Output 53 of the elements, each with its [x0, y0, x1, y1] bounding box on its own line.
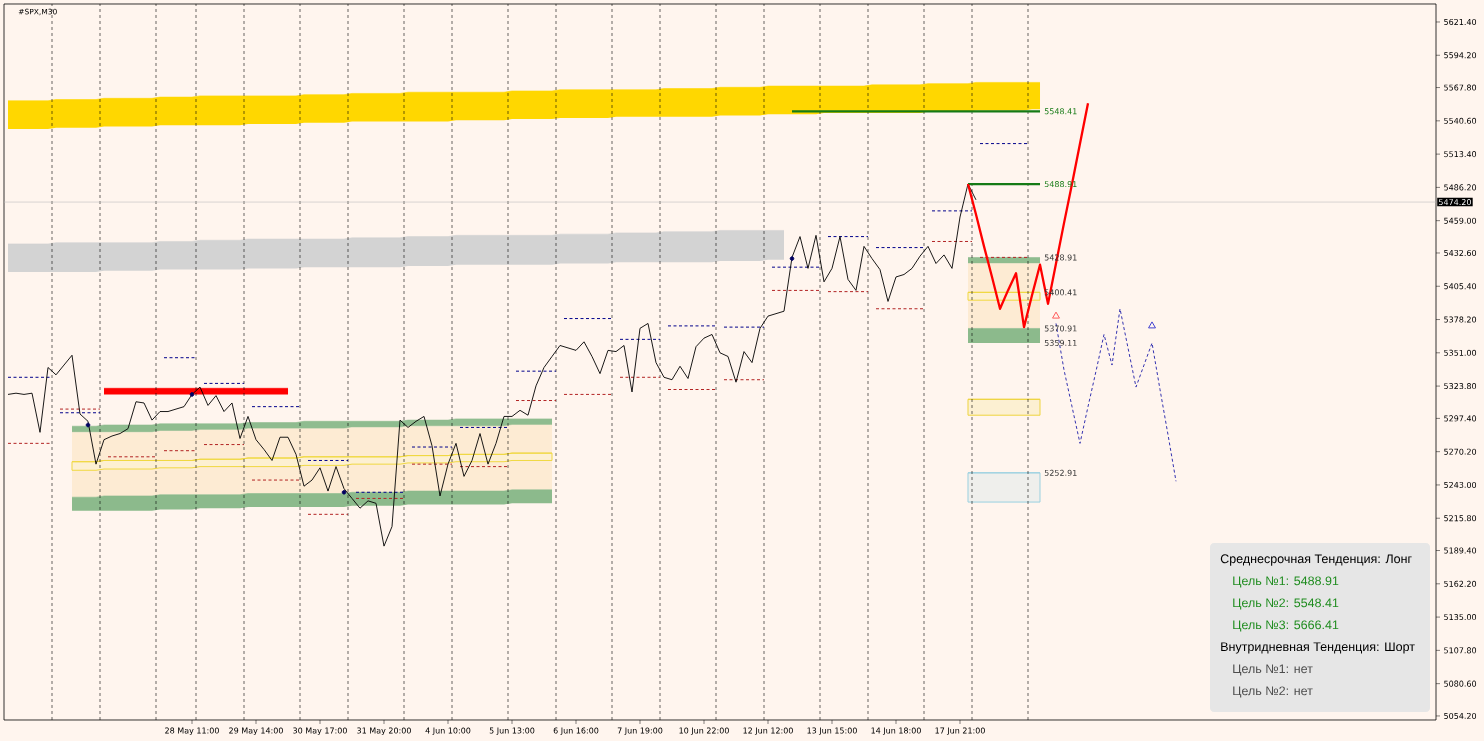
y-tick-label: 5621.40 — [1444, 18, 1477, 25]
x-tick-label: 13 Jun 15:00 — [807, 727, 857, 736]
x-tick-label: 10 Jun 22:00 — [679, 727, 729, 736]
data-label: 5252.91 — [1044, 469, 1077, 476]
annotation: 5370.91 — [1044, 325, 1077, 332]
y-tick-label: 5135.00 — [1444, 614, 1477, 621]
x-tick-label: 31 May 20:00 — [357, 727, 411, 736]
y-tick-label: 5459.00 — [1444, 217, 1477, 224]
y-tick-label: 5432.60 — [1444, 249, 1477, 256]
annotation: Внутридневная Тенденция: Шорт — [1221, 642, 1415, 654]
y-tick-label: 5270.20 — [1444, 448, 1477, 455]
x-tick-label: 4 Jun 10:00 — [425, 727, 471, 736]
point — [1148, 321, 1156, 329]
y-tick-label: 5162.20 — [1444, 580, 1477, 587]
x-tick-label: 12 Jun 12:00 — [743, 727, 793, 736]
y-tick-label: 5297.40 — [1444, 415, 1477, 422]
annotation: Цель №1: 5488.91 — [1233, 576, 1339, 588]
x-tick-label: 14 Jun 18:00 — [871, 727, 921, 736]
y-tick-label: 5486.20 — [1444, 184, 1477, 191]
data-label: 5548.41 — [1044, 108, 1077, 115]
annotation: Среднесрочная Тенденция: Лонг — [1220, 554, 1412, 566]
x-tick-label: 7 Jun 19:00 — [617, 727, 663, 736]
point — [85, 422, 91, 428]
y-tick-label: 5054.20 — [1444, 712, 1477, 719]
y-tick-label: 5243.00 — [1444, 481, 1477, 488]
y-tick-label: 5189.40 — [1444, 547, 1477, 554]
y-tick-label: 5215.80 — [1444, 515, 1477, 522]
annotation: 5359.11 — [1044, 339, 1077, 346]
point — [189, 392, 195, 397]
x-tick-label: 17 Jun 21:00 — [935, 727, 985, 736]
annotation: Цель №3: 5666.41 — [1233, 620, 1339, 632]
x-tick-label: 5 Jun 13:00 — [489, 727, 535, 736]
x-tick-label: 30 May 17:00 — [293, 727, 347, 736]
annotation: Цель №2: 5548.41 — [1233, 598, 1339, 610]
y-tick-label: 5323.80 — [1444, 383, 1477, 390]
annotation: Цель №1: нет — [1233, 664, 1313, 676]
x-tick-label: 29 May 14:00 — [229, 727, 283, 736]
y-tick-label: 5351.00 — [1444, 349, 1477, 356]
ref-line-label: 5474.20 — [1439, 199, 1471, 206]
y-tick-label: 5405.40 — [1444, 283, 1477, 290]
y-tick-label: 5540.60 — [1444, 117, 1477, 124]
point — [789, 256, 795, 261]
y-tick-label: 5594.20 — [1444, 52, 1477, 59]
y-tick-label: 5567.80 — [1444, 84, 1477, 91]
x-tick-label: 6 Jun 16:00 — [553, 727, 599, 736]
point — [1052, 311, 1060, 319]
point — [341, 489, 347, 495]
y-tick-label: 5513.40 — [1444, 151, 1477, 158]
annotation: Цель №2: нет — [1233, 686, 1313, 698]
y-tick-label: 5378.20 — [1444, 316, 1477, 323]
y-tick-label: 5080.60 — [1444, 680, 1477, 687]
x-tick-label: 28 May 11:00 — [165, 727, 219, 736]
y-tick-label: 5107.80 — [1444, 647, 1477, 654]
